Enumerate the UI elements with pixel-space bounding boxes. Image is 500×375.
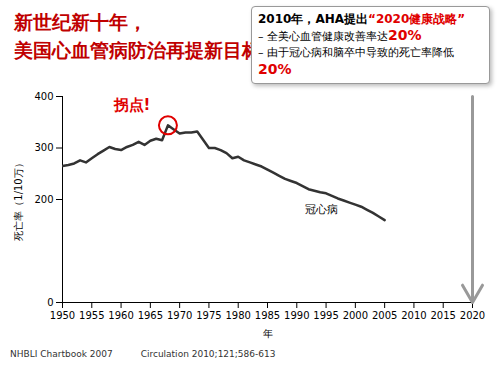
- svg-text:2020: 2020: [460, 310, 485, 321]
- svg-text:1965: 1965: [138, 310, 163, 321]
- svg-text:年: 年: [263, 328, 273, 339]
- svg-text:200: 200: [34, 194, 53, 205]
- html-text:NHBLI Chartbook 2007: NHBLI Chartbook 2007: [10, 349, 113, 359]
- svg-text:0: 0: [47, 297, 53, 308]
- svg-text:1995: 1995: [313, 310, 338, 321]
- svg-text:拐点!: 拐点!: [113, 96, 151, 114]
- svg-text:1975: 1975: [196, 310, 221, 321]
- svg-text:2000: 2000: [343, 310, 368, 321]
- svg-text:300: 300: [34, 142, 53, 153]
- svg-text:400: 400: [34, 91, 53, 102]
- svg-text:2010: 2010: [401, 310, 426, 321]
- html-text:2010年，AHA提出“2020健康战略”: 2010年，AHA提出“2020健康战略”: [258, 12, 466, 26]
- svg-text:死亡率（1/10万）: 死亡率（1/10万）: [13, 158, 24, 240]
- html-text:20%: 20%: [258, 61, 292, 77]
- svg-text:2015: 2015: [430, 310, 455, 321]
- html-text:– 全美心血管健康改善率达20%: – 全美心血管健康改善率达20%: [258, 27, 422, 43]
- html-text:– 由于冠心病和脑卒中导致的死亡率降低: – 由于冠心病和脑卒中导致的死亡率降低: [258, 46, 454, 59]
- svg-text:1960: 1960: [108, 310, 133, 321]
- svg-text:1980: 1980: [225, 310, 250, 321]
- svg-text:1955: 1955: [79, 310, 104, 321]
- svg-text:2005: 2005: [372, 310, 397, 321]
- svg-text:1970: 1970: [167, 310, 192, 321]
- html-text:新世纪新十年，: 新世纪新十年，: [14, 11, 147, 33]
- svg-text:1985: 1985: [255, 310, 280, 321]
- svg-text:1990: 1990: [284, 310, 309, 321]
- html-text:美国心血管病防治再提新目标: 美国心血管病防治再提新目标: [14, 39, 261, 61]
- svg-text:冠心病: 冠心病: [305, 203, 338, 216]
- html-text:Circulation 2010;121;586-613: Circulation 2010;121;586-613: [140, 349, 276, 359]
- svg-text:1950: 1950: [50, 310, 75, 321]
